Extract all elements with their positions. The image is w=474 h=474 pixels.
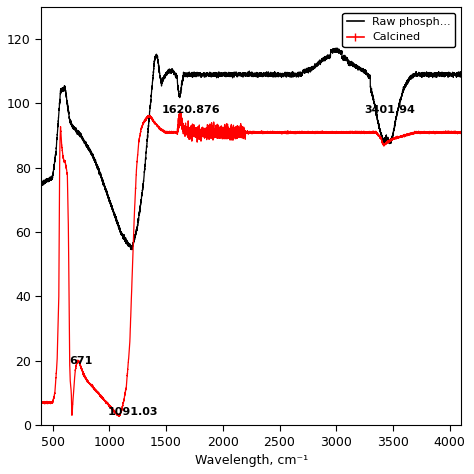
Text: 3401.94: 3401.94 [365, 105, 416, 115]
Text: 1091.03: 1091.03 [108, 408, 158, 418]
X-axis label: Wavelength, cm⁻¹: Wavelength, cm⁻¹ [195, 454, 308, 467]
Text: 1620.876: 1620.876 [162, 105, 220, 115]
Text: 671: 671 [69, 356, 92, 366]
Legend: Raw phosph..., Calcined: Raw phosph..., Calcined [342, 12, 456, 47]
